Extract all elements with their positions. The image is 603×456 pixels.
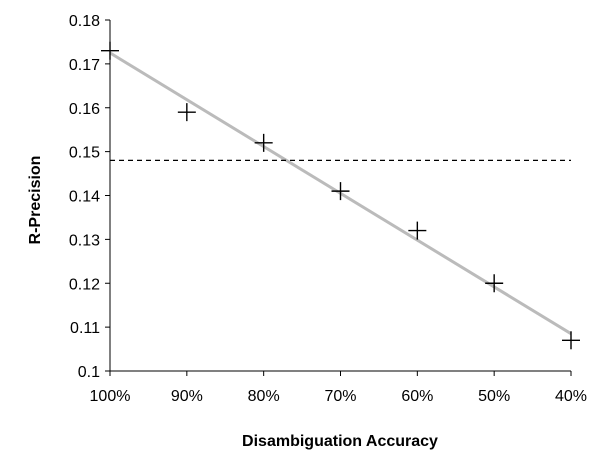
data-point <box>562 331 580 350</box>
y-tick-label: 0.14 <box>69 189 100 206</box>
y-axis-title: R-Precision <box>27 156 44 245</box>
y-tick-label: 0.11 <box>70 320 100 337</box>
y-tick-label: 0.17 <box>69 57 100 74</box>
y-tick-label: 0.16 <box>69 101 100 118</box>
x-tick-label: 40% <box>555 388 587 405</box>
x-tick-label: 50% <box>478 388 510 405</box>
y-tick-label: 0.18 <box>69 13 100 30</box>
y-tick-label: 0.12 <box>69 276 100 293</box>
x-axis-title: Disambiguation Accuracy <box>242 433 438 450</box>
y-tick-label: 0.13 <box>69 232 100 249</box>
data-point <box>485 274 504 293</box>
data-point <box>177 103 196 122</box>
x-tick-label: 90% <box>171 388 203 405</box>
data-points <box>101 41 580 350</box>
x-tick-label: 70% <box>324 388 356 405</box>
x-tick-label: 80% <box>248 388 280 405</box>
data-point <box>331 182 350 201</box>
y-axis-ticks: 0.1 0.11 0.12 0.13 0.14 0.15 0.16 0.17 0.18 <box>69 13 110 381</box>
data-point <box>101 41 119 60</box>
y-tick-label: 0.1 <box>78 364 100 381</box>
data-point <box>254 133 273 152</box>
x-tick-label: 60% <box>401 388 433 405</box>
data-point <box>408 221 427 240</box>
x-tick-label: 100% <box>90 388 131 405</box>
x-axis-ticks: 100% 90% 80% 70% 60% 50% 40% <box>90 371 587 405</box>
y-tick-label: 0.15 <box>69 145 100 162</box>
